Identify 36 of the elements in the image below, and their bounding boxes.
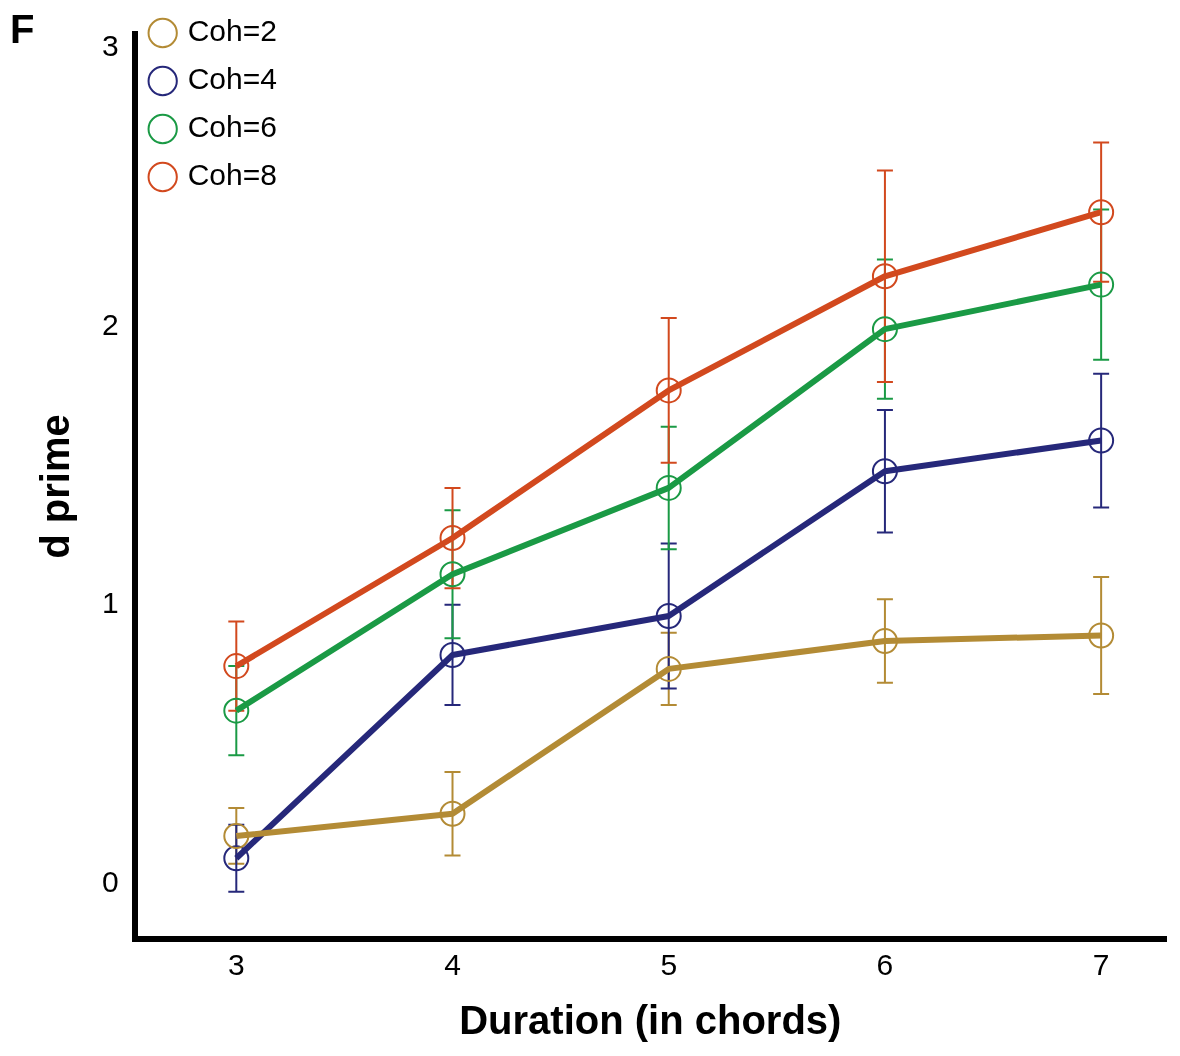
point: [223, 697, 250, 724]
point: [223, 822, 250, 849]
point: [871, 263, 898, 290]
point: [439, 525, 466, 552]
point: [223, 653, 250, 680]
legend-label: Coh=4: [187, 62, 277, 96]
x-tick-label: 7: [1092, 948, 1110, 982]
point: [439, 641, 466, 668]
legend-label: Coh=2: [187, 14, 277, 48]
point: [871, 628, 898, 655]
point: [1088, 271, 1115, 298]
point: [223, 845, 250, 872]
x-axis-title: Duration (in chords): [459, 998, 842, 1043]
x-tick-label: 3: [227, 948, 245, 982]
x-tick-label: 6: [876, 948, 894, 982]
point: [871, 316, 898, 343]
y-tick-label: 2: [102, 307, 119, 341]
text: F: [10, 7, 35, 52]
point: [871, 458, 898, 485]
point: [1088, 427, 1115, 454]
y-tick-label: 1: [102, 586, 119, 620]
point: [439, 800, 466, 827]
y-axis-title: d prime: [33, 414, 78, 559]
x-tick-label: 5: [660, 948, 678, 982]
y-tick-label: 3: [102, 29, 119, 63]
point: [655, 602, 682, 629]
point: [1088, 622, 1115, 649]
point: [655, 655, 682, 682]
x-tick-label: 4: [444, 948, 461, 982]
y-tick-label: 0: [102, 864, 119, 898]
point: [1088, 199, 1115, 226]
point: [655, 474, 682, 501]
legend-label: Coh=8: [187, 158, 277, 192]
point: [655, 377, 682, 404]
point: [439, 561, 466, 588]
legend-label: Coh=6: [187, 110, 277, 144]
